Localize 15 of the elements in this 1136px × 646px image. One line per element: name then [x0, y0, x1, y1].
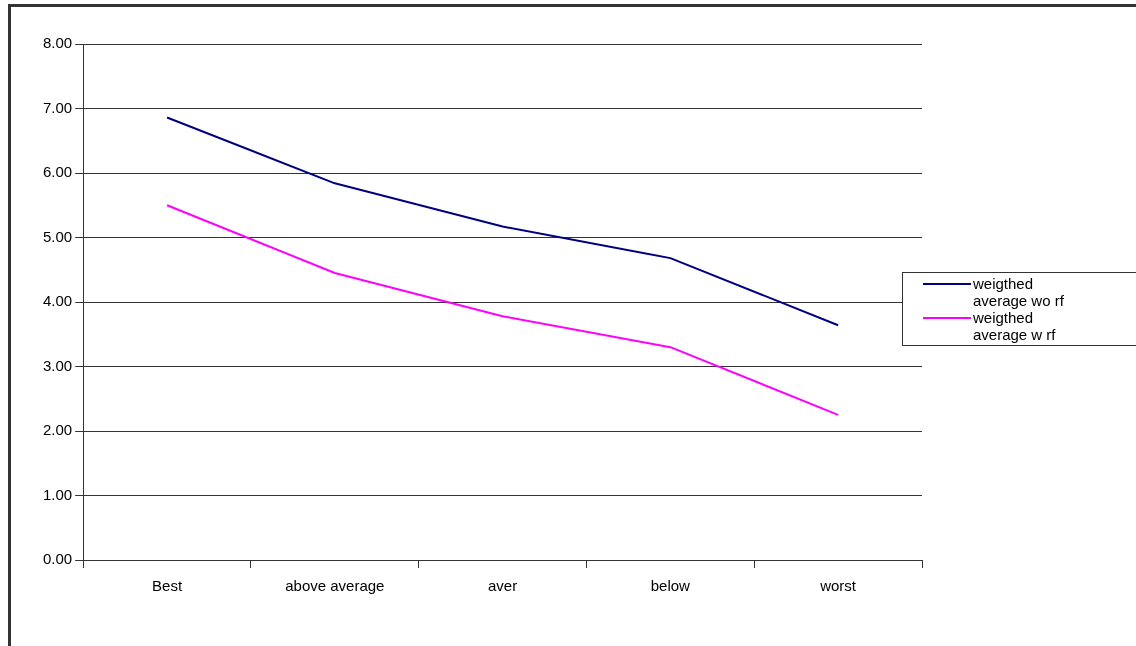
y-tick-label: 2.00 [42, 421, 73, 439]
x-tick-label: Best [152, 577, 183, 595]
x-tick-label: aver [488, 577, 518, 595]
y-tick-label: 7.00 [42, 98, 73, 116]
x-tick-label: below [650, 577, 691, 595]
y-tick-label: 4.00 [42, 292, 73, 310]
y-tick-label: 8.00 [42, 34, 73, 52]
y-tick-label: 0.00 [42, 550, 73, 568]
legend-label: weigthed average w rf [973, 309, 1057, 343]
y-tick-label: 3.00 [42, 356, 73, 374]
x-tick-label: above average [285, 577, 385, 595]
x-tick-label: worst [819, 577, 857, 595]
y-tick-label: 1.00 [42, 485, 73, 503]
y-tick-label: 6.00 [42, 163, 73, 181]
y-tick-label: 5.00 [42, 227, 73, 245]
